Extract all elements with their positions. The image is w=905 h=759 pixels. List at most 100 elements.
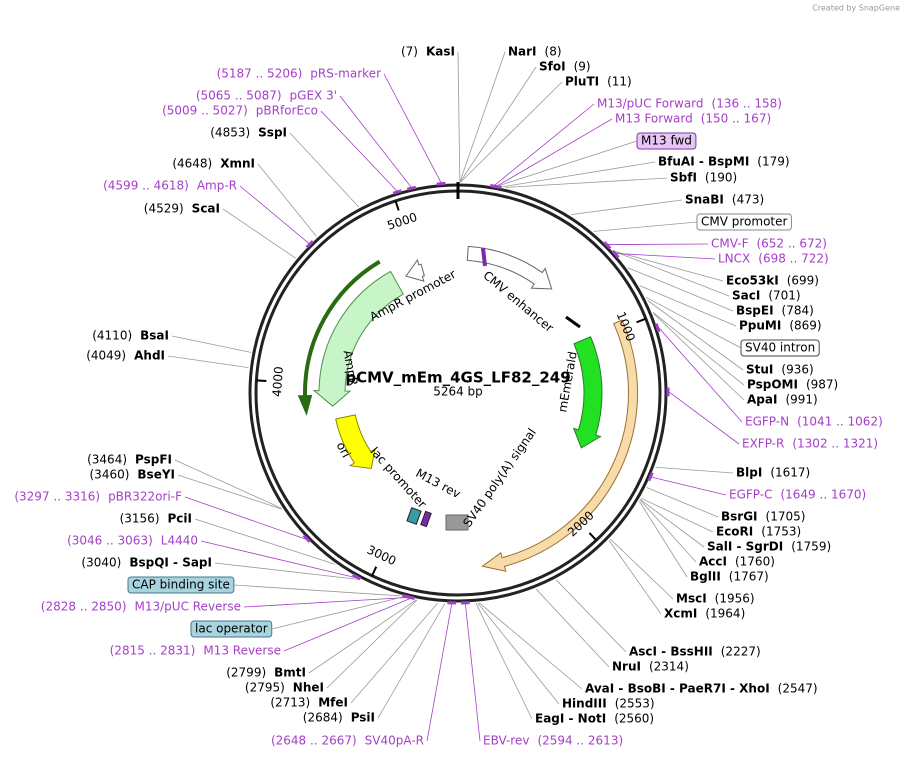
leader-line [464, 603, 481, 742]
leader-line [243, 597, 407, 608]
label: PspFI [135, 453, 172, 467]
label: (987) [806, 378, 838, 392]
label: pBRforEco [256, 104, 318, 118]
label: (9) [574, 60, 591, 74]
ring-label: 5000 [386, 210, 419, 233]
primer-site [603, 241, 612, 250]
leader-line [457, 51, 461, 183]
label: (701) [768, 289, 800, 303]
leader-line [350, 602, 439, 704]
label: NheI [293, 681, 324, 695]
label: EGFP-N [745, 415, 789, 429]
polyA-signal [445, 514, 469, 531]
feature-arrow [335, 414, 376, 470]
label: (1041 .. 1062) [797, 415, 883, 429]
label: (2648 .. 2667) [271, 734, 357, 748]
label: StuI [746, 363, 773, 377]
leader-line [479, 602, 583, 690]
leader-line [177, 474, 282, 510]
label: (4648) [172, 157, 212, 171]
label: (2547) [778, 682, 818, 696]
label: HindIII [562, 697, 607, 711]
label: M13/pUC Reverse [135, 600, 242, 614]
label: SspI [258, 126, 287, 140]
label: M13 Forward [615, 112, 693, 126]
label: (1956) [715, 592, 755, 606]
leader-line [271, 596, 404, 630]
label: EagI - NotI [535, 712, 606, 726]
primer-site [611, 249, 620, 259]
leader-line [477, 602, 560, 705]
feature-marker [481, 247, 487, 267]
label: (4599 .. 4618) [103, 179, 189, 193]
leader-line [214, 562, 360, 580]
leader-line [200, 540, 357, 579]
primer-site [405, 595, 416, 600]
label: (2553) [615, 697, 655, 711]
label: (1964) [705, 607, 745, 621]
ring-label: 3000 [365, 543, 399, 569]
feature-label: SV40 poly(A) signal [460, 426, 539, 530]
leader-line [167, 355, 249, 369]
label: BmtI [274, 666, 306, 680]
leader-line [326, 599, 418, 689]
leader-line [652, 311, 745, 386]
leader-line [614, 250, 724, 282]
leader-line [283, 598, 411, 652]
leader-line [647, 300, 744, 371]
ring-tick [588, 532, 598, 541]
label: BspEI [736, 304, 774, 318]
leader-line [639, 499, 705, 548]
label: BsaI [140, 329, 169, 343]
label: (3046 .. 3063) [67, 534, 153, 548]
label: (784) [782, 304, 814, 318]
plasmid-name: pCMV_mEm_4GS_LF82_249 [345, 369, 570, 387]
leader-line [459, 66, 537, 183]
feature-label: AmpR [340, 349, 360, 387]
boxed-label: M13 fwd [641, 134, 692, 148]
label: SV40pA-R [365, 734, 424, 748]
plasmid-length: 5264 bp [433, 385, 483, 399]
leader-line [505, 177, 668, 188]
label: pGEX 3' [290, 89, 337, 103]
label: SacI [732, 289, 760, 303]
label: (3460) [90, 468, 130, 482]
label: (5187 .. 5206) [217, 67, 303, 81]
feature-marker [565, 315, 581, 329]
m13-rev [420, 510, 432, 528]
label: (2795) [245, 681, 285, 695]
leader-line [570, 199, 683, 216]
label: Eco53kI [726, 274, 779, 288]
label: ScaI [192, 202, 220, 216]
leader-line [655, 466, 734, 474]
label: pRS-marker [310, 67, 381, 81]
credit: Created by SnapGene [812, 4, 900, 13]
label: (8) [545, 45, 562, 59]
ring-tick [256, 379, 267, 382]
label: (3297 .. 3316) [14, 490, 100, 504]
leader-line [184, 496, 307, 540]
primer-site [302, 534, 311, 543]
leader-line [498, 140, 638, 187]
leader-line [608, 540, 662, 615]
primer-site [305, 240, 314, 249]
leader-line [646, 487, 719, 518]
label: (4853) [210, 126, 250, 140]
label: (3040) [81, 556, 121, 570]
label: (4049) [86, 349, 126, 363]
ring-tick [394, 200, 400, 211]
leader-line [645, 296, 742, 349]
label: (2227) [721, 645, 761, 659]
label: (2594 .. 2613) [537, 734, 623, 748]
leader-line [320, 110, 398, 192]
ring-tick [636, 317, 647, 324]
leader-line [222, 208, 296, 259]
label: M13/pUC Forward [597, 97, 704, 111]
label: LNCX [718, 252, 750, 266]
label: (699) [787, 274, 819, 288]
leader-line [194, 518, 335, 565]
label: PspOMI [747, 378, 798, 392]
label: BseYI [137, 468, 175, 482]
leader-line [339, 95, 412, 188]
label: (190) [705, 171, 737, 185]
